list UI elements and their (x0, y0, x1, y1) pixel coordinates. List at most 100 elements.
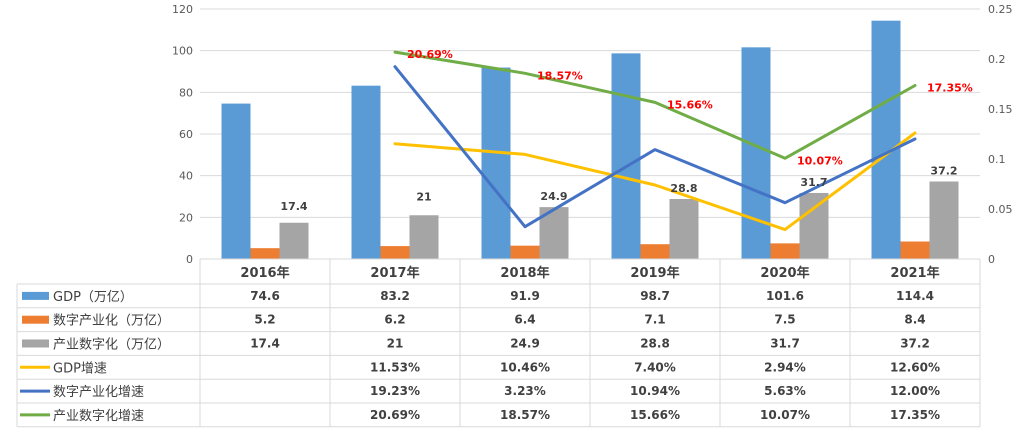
table-cell: 101.6 (766, 289, 804, 303)
legend-label: 产业数字化（万亿） (53, 338, 170, 353)
left-axis-tick-label: 100 (172, 45, 193, 58)
left-axis-tick-label: 120 (172, 3, 193, 16)
category-label: 2016年 (240, 265, 289, 281)
left-axis-tick-label: 40 (179, 170, 193, 183)
legend-label: GDP（万亿） (53, 290, 133, 305)
table-cell: 7.1 (644, 313, 665, 327)
table-cell: 21 (387, 337, 404, 351)
table-cell: 10.46% (500, 360, 550, 374)
legend-label: 数字产业化增速 (53, 385, 144, 400)
right-axis-tick-label: 0 (988, 253, 995, 266)
bar-data-label: 37.2 (930, 165, 957, 178)
right-axis-tick-label: 0.05 (988, 203, 1013, 216)
table-cell: 3.23% (504, 384, 546, 398)
table-cell: 10.07% (760, 408, 810, 422)
bar (741, 47, 771, 260)
left-axis-tick-label: 80 (179, 86, 193, 99)
bar-series (221, 20, 959, 260)
table-cell: 74.6 (250, 289, 280, 303)
legend-swatch-bar (22, 315, 49, 324)
legend-label: 数字产业化（万亿） (53, 314, 170, 329)
category-label: 2019年 (630, 265, 679, 281)
table-cell: 37.2 (900, 337, 930, 351)
bar-data-label: 17.4 (280, 200, 307, 213)
legend-swatch-bar (22, 339, 49, 348)
legend-label: 产业数字化增速 (53, 409, 144, 424)
table-cell: 2.94% (764, 360, 806, 374)
right-axis-tick-label: 0.25 (988, 3, 1013, 16)
series-line (393, 65, 917, 229)
bar-data-label: 24.9 (540, 190, 567, 203)
line-series (393, 50, 917, 232)
bar (351, 85, 381, 260)
line-data-label: 20.69% (407, 48, 453, 61)
legend-label: GDP增速 (53, 361, 107, 376)
bar (640, 244, 670, 259)
bar-data-label: 21 (416, 190, 431, 203)
table-cell: 91.9 (510, 289, 540, 303)
right-axis: 0 0.05 0.1 0.15 0.2 0.25 (988, 3, 1013, 266)
bar (799, 192, 829, 259)
bar (481, 67, 511, 260)
category-label: 2021年 (890, 265, 939, 281)
bar (770, 243, 800, 259)
bar-data-label: 28.8 (670, 182, 697, 195)
bar (380, 246, 410, 259)
category-label: 2017年 (370, 265, 419, 281)
series-line (393, 131, 917, 232)
table-cell: 98.7 (640, 289, 670, 303)
bar-data-label: 31.7 (800, 176, 827, 189)
right-axis-tick-label: 0.2 (988, 53, 1006, 66)
left-axis-tick-label: 20 (179, 211, 193, 224)
table-cell: 20.69% (370, 408, 420, 422)
bar (669, 199, 699, 259)
left-axis-tick-label: 60 (179, 128, 193, 141)
table-cell: 6.4 (514, 313, 535, 327)
bar (900, 241, 930, 259)
table-cell: 10.94% (630, 384, 680, 398)
table-cell: 7.5 (774, 313, 795, 327)
bar (510, 245, 540, 259)
data-labels: 17.4 21 24.9 28.8 31.7 37.2 20.69% 18.57% 15.66%… (280, 48, 972, 213)
table-cell: 12.00% (890, 384, 940, 398)
table-cell: 28.8 (640, 337, 670, 351)
right-axis-tick-label: 0.1 (988, 153, 1006, 166)
table-cell: 11.53% (370, 360, 420, 374)
table-cell: 114.4 (896, 289, 934, 303)
table-cell: 12.60% (890, 360, 940, 374)
table-cell: 15.66% (630, 408, 680, 422)
series-line (393, 50, 917, 160)
table-cell: 83.2 (380, 289, 410, 303)
table-cell: 6.2 (384, 313, 405, 327)
bar (250, 248, 280, 259)
table-cell: 17.35% (890, 408, 940, 422)
line-data-label: 18.57% (537, 69, 583, 82)
line-data-label: 15.66% (667, 98, 713, 111)
data-table: 2016年 2017年 2018年 2019年 2020年 2021年 GDP（万亿） 74.… (16, 258, 981, 428)
bar (871, 20, 901, 259)
table-cell: 5.2 (254, 313, 275, 327)
bar (279, 222, 309, 259)
table-cell: 18.57% (500, 408, 550, 422)
table-cell: 5.63% (764, 384, 806, 398)
bar (409, 215, 439, 259)
table-cell: 7.40% (634, 360, 676, 374)
category-label: 2020年 (760, 265, 809, 281)
right-axis-tick-label: 0.15 (988, 103, 1013, 116)
bar (221, 103, 251, 259)
left-axis: 0 20 40 60 80 100 120 (172, 3, 193, 266)
category-label: 2018年 (500, 265, 549, 281)
gridlines (200, 8, 980, 218)
line-data-label: 10.07% (797, 154, 843, 167)
table-cell: 8.4 (904, 313, 925, 327)
table-cell: 24.9 (510, 337, 540, 351)
bar (611, 53, 641, 259)
left-axis-tick-label: 0 (186, 253, 193, 266)
table-cell: 17.4 (250, 337, 280, 351)
table-cell: 31.7 (770, 337, 800, 351)
bar (929, 181, 959, 259)
table-cell: 19.23% (370, 384, 420, 398)
line-data-label: 17.35% (927, 82, 973, 95)
legend-swatch-bar (22, 291, 49, 300)
